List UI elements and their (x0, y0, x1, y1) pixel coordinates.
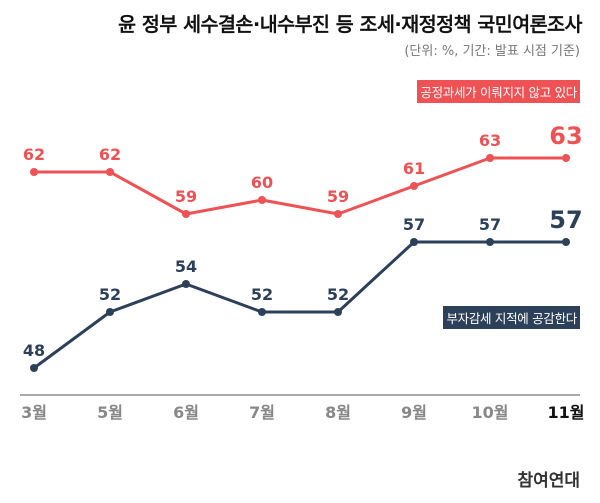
data-point (486, 154, 494, 162)
x-tick-label: 9월 (401, 403, 427, 422)
data-label: 57 (479, 215, 501, 234)
data-label: 63 (549, 122, 582, 150)
data-point (182, 210, 190, 218)
data-point (562, 154, 570, 162)
data-point (410, 182, 418, 190)
x-tick-label: 8월 (325, 403, 351, 422)
chart-title: 윤 정부 세수결손·내수부진 등 조세·재정정책 국민여론조사 (118, 13, 582, 36)
data-label: 60 (251, 173, 273, 192)
series-line (33, 240, 566, 370)
data-point (258, 308, 266, 316)
data-point (30, 364, 38, 372)
legend-label-wealthy-tax-cut: 부자감세 지적에 공감한다 (443, 306, 580, 329)
x-tick-label: 11월 (548, 403, 585, 422)
data-point (182, 280, 190, 288)
data-label: 57 (549, 206, 582, 234)
data-label: 63 (479, 131, 501, 150)
data-point (106, 168, 114, 176)
data-point (258, 196, 266, 204)
data-label: 52 (251, 285, 273, 304)
data-label: 57 (403, 215, 425, 234)
x-tick-label: 10월 (472, 403, 509, 422)
data-point (486, 238, 494, 246)
data-label: 61 (403, 159, 425, 178)
legend-label-fair-tax: 공정과세가 이뤄지지 않고 있다 (417, 80, 580, 103)
data-label: 59 (327, 187, 349, 206)
data-label: 59 (175, 187, 197, 206)
data-label: 62 (99, 145, 121, 164)
data-label: 52 (99, 285, 121, 304)
x-tick-label: 6월 (173, 403, 199, 422)
data-point (334, 308, 342, 316)
data-label: 62 (23, 145, 45, 164)
data-label: 54 (175, 257, 197, 276)
data-point (410, 238, 418, 246)
data-point (334, 210, 342, 218)
x-tick-label: 7월 (249, 403, 275, 422)
data-label: 52 (327, 285, 349, 304)
chart-subtitle: (단위: %, 기간: 발표 시점 기준) (404, 44, 580, 59)
source-label: 참여연대 (517, 471, 580, 491)
data-label: 48 (23, 341, 45, 360)
data-point (562, 238, 570, 246)
data-point (106, 308, 114, 316)
x-tick-label: 5월 (97, 403, 123, 422)
x-tick-label: 3월 (21, 403, 47, 422)
series-line (34, 156, 566, 216)
data-point (30, 168, 38, 176)
